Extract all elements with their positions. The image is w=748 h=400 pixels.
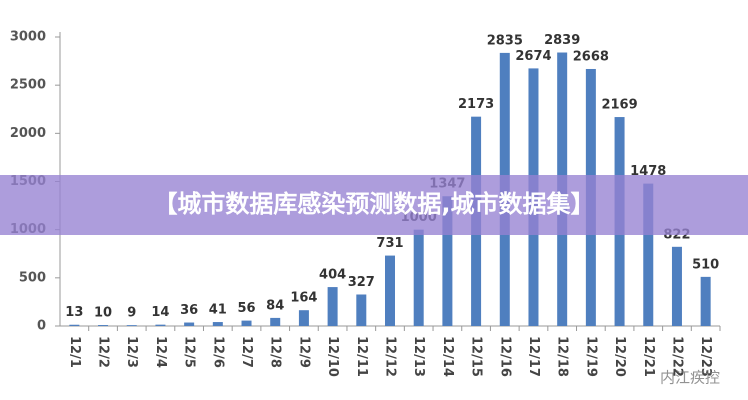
value-label: 510 bbox=[692, 257, 719, 272]
bar bbox=[212, 322, 223, 326]
x-tick-label: 12/4 bbox=[153, 336, 168, 368]
value-label: 14 bbox=[151, 305, 169, 320]
value-label: 327 bbox=[348, 275, 375, 290]
value-label: 2173 bbox=[458, 97, 494, 112]
bar bbox=[671, 246, 682, 326]
x-tick-label: 12/8 bbox=[268, 336, 283, 368]
x-tick-label: 12/18 bbox=[555, 336, 570, 377]
x-tick-label: 12/22 bbox=[669, 336, 684, 377]
bar bbox=[700, 276, 711, 326]
x-tick-label: 12/10 bbox=[325, 336, 340, 377]
value-label: 2668 bbox=[573, 49, 609, 64]
banner-band bbox=[0, 175, 748, 235]
bar bbox=[184, 322, 195, 326]
bar bbox=[270, 317, 281, 326]
x-tick-label: 12/2 bbox=[96, 336, 111, 368]
watermark: 内江疾控 bbox=[660, 369, 720, 387]
x-tick-label: 12/17 bbox=[526, 336, 541, 377]
x-tick-label: 12/9 bbox=[296, 336, 311, 368]
x-tick-label: 12/19 bbox=[583, 336, 598, 377]
x-tick-label: 12/5 bbox=[182, 336, 197, 368]
value-label: 41 bbox=[209, 303, 227, 318]
bar bbox=[356, 294, 367, 326]
x-tick-label: 12/1 bbox=[67, 336, 82, 368]
x-tick-label: 12/14 bbox=[440, 336, 455, 377]
value-label: 2835 bbox=[487, 33, 523, 48]
bar bbox=[69, 324, 80, 326]
bar bbox=[413, 229, 424, 326]
x-tick-label: 12/20 bbox=[612, 336, 627, 377]
bar bbox=[385, 255, 395, 326]
value-label: 36 bbox=[180, 303, 198, 318]
bar bbox=[442, 196, 453, 326]
value-label: 2839 bbox=[544, 33, 580, 48]
bar bbox=[643, 183, 654, 326]
banner-text: 【城市数据库感染预测数据,城市数据集】 bbox=[153, 190, 594, 218]
value-label: 2674 bbox=[515, 49, 551, 64]
value-label: 10 bbox=[94, 306, 112, 321]
y-tick-label: 0 bbox=[37, 319, 46, 334]
value-label: 164 bbox=[290, 291, 317, 306]
bar bbox=[327, 287, 338, 326]
value-label: 9 bbox=[127, 306, 136, 321]
x-tick-label: 12/6 bbox=[210, 336, 225, 368]
bar bbox=[126, 325, 137, 326]
y-tick-label: 2000 bbox=[10, 126, 46, 141]
x-tick-label: 12/21 bbox=[641, 336, 656, 377]
value-label: 13 bbox=[65, 305, 83, 320]
value-label: 84 bbox=[266, 298, 284, 313]
y-tick-label: 500 bbox=[19, 270, 46, 285]
bar bbox=[298, 310, 309, 326]
x-tick-label: 12/23 bbox=[698, 336, 713, 377]
y-tick-label: 3000 bbox=[10, 30, 46, 45]
x-tick-label: 12/3 bbox=[124, 336, 139, 368]
value-label: 731 bbox=[376, 236, 403, 251]
x-tick-label: 12/15 bbox=[469, 336, 484, 377]
x-tick-label: 12/16 bbox=[497, 336, 512, 377]
value-label: 2169 bbox=[601, 98, 637, 113]
y-tick-label: 2500 bbox=[10, 78, 46, 93]
x-tick-label: 12/12 bbox=[383, 336, 398, 377]
bar bbox=[241, 320, 252, 326]
x-tick-label: 12/7 bbox=[239, 336, 254, 368]
bar bbox=[155, 324, 166, 326]
value-label: 404 bbox=[319, 268, 346, 283]
x-tick-label: 12/11 bbox=[354, 336, 369, 377]
bar bbox=[98, 325, 109, 326]
x-tick-label: 12/13 bbox=[411, 336, 426, 377]
value-label: 56 bbox=[237, 301, 255, 316]
